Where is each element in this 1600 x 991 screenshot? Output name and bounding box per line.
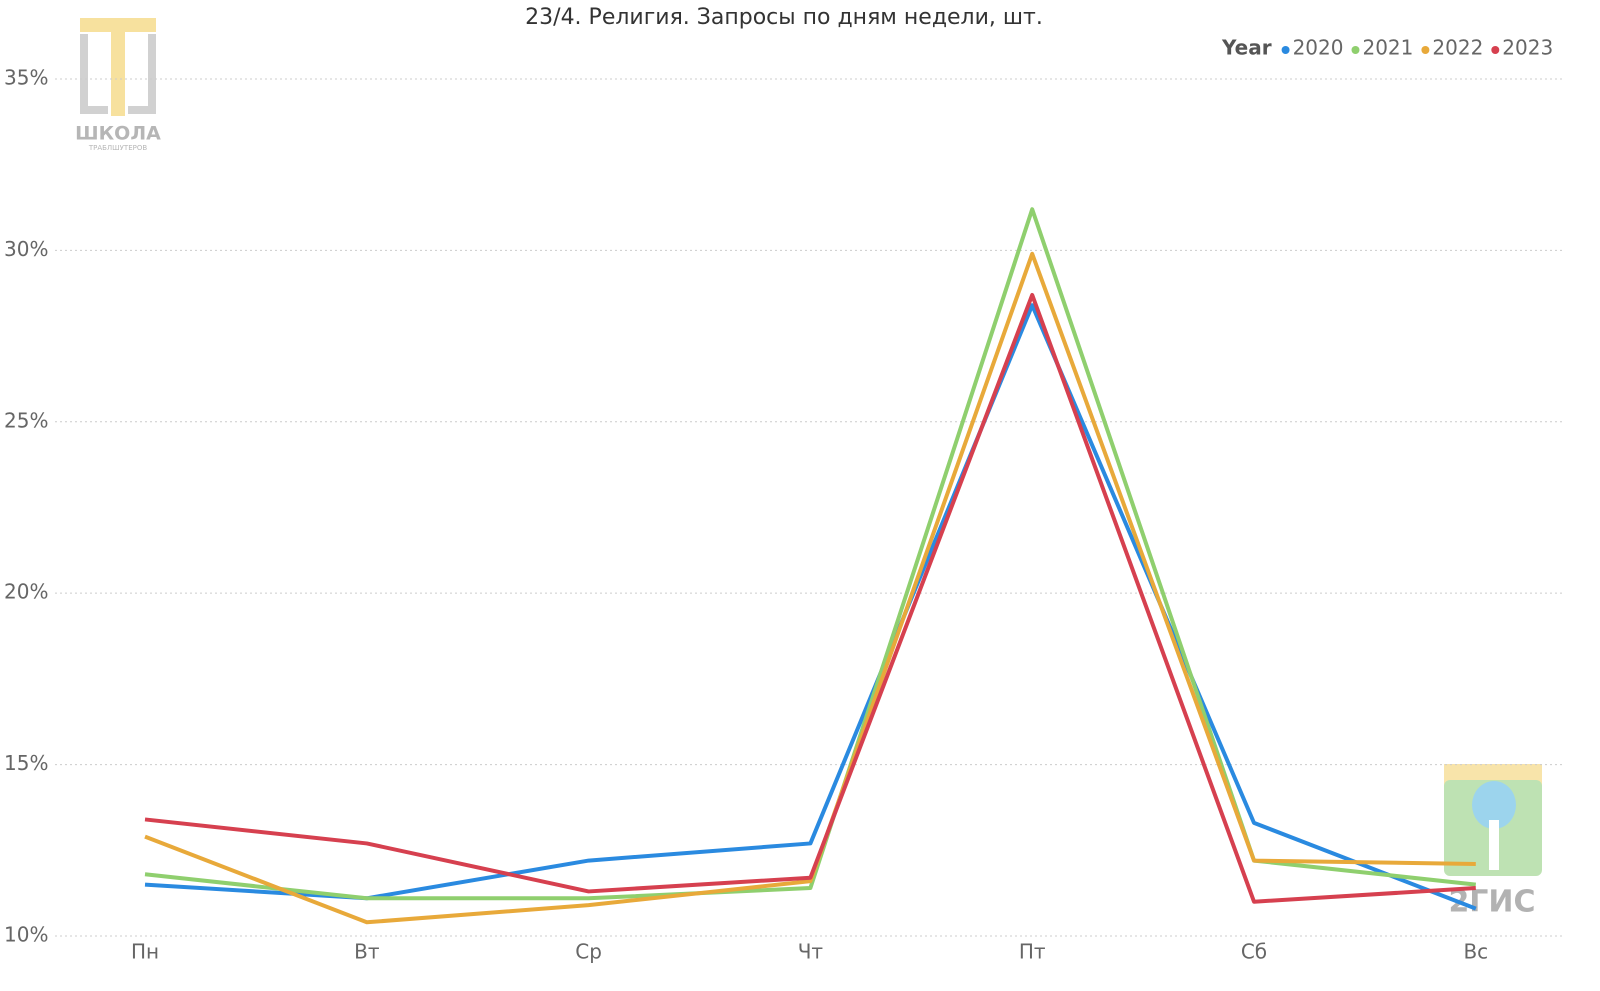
x-tick-label: Чт bbox=[798, 940, 824, 964]
legend-label: 2021 bbox=[1362, 36, 1413, 60]
logo-text: ШКОЛА bbox=[75, 123, 161, 145]
x-tick-label: Пн bbox=[131, 940, 159, 964]
y-tick-label: 15% bbox=[4, 751, 48, 775]
logo-text: ТРАБЛШУТЕРОВ bbox=[88, 144, 148, 152]
series-line bbox=[144, 303, 1477, 911]
legend-label: 2020 bbox=[1293, 36, 1344, 60]
series-line bbox=[144, 207, 1477, 901]
x-tick-label: Ср bbox=[575, 940, 602, 964]
legend-marker bbox=[1351, 46, 1360, 54]
series-line bbox=[144, 292, 1476, 904]
chart-title: 23/4. Религия. Запросы по дням недели, ш… bbox=[525, 5, 1043, 30]
y-tick-label: 35% bbox=[4, 65, 48, 89]
school-logo: ШКОЛА ТРАБЛШУТЕРОВ bbox=[75, 18, 161, 152]
legend-title: Year bbox=[1221, 36, 1272, 60]
legend-label: 2023 bbox=[1502, 36, 1553, 60]
y-tick-label: 20% bbox=[4, 580, 48, 604]
legend-marker bbox=[1421, 46, 1430, 54]
legend-label: 2022 bbox=[1432, 36, 1483, 60]
y-tick-label: 10% bbox=[4, 923, 48, 947]
legend-marker bbox=[1281, 46, 1290, 54]
legend-marker bbox=[1491, 46, 1500, 54]
x-tick-label: Вт bbox=[354, 940, 380, 964]
x-tick-label: Вс bbox=[1463, 940, 1488, 964]
y-tick-label: 30% bbox=[4, 237, 48, 261]
x-tick-label: Пт bbox=[1019, 940, 1046, 964]
2gis-logo: 2ГИС bbox=[1444, 764, 1542, 920]
x-tick-label: Сб bbox=[1241, 940, 1267, 964]
y-tick-label: 25% bbox=[4, 408, 48, 432]
series-line bbox=[144, 251, 1476, 925]
